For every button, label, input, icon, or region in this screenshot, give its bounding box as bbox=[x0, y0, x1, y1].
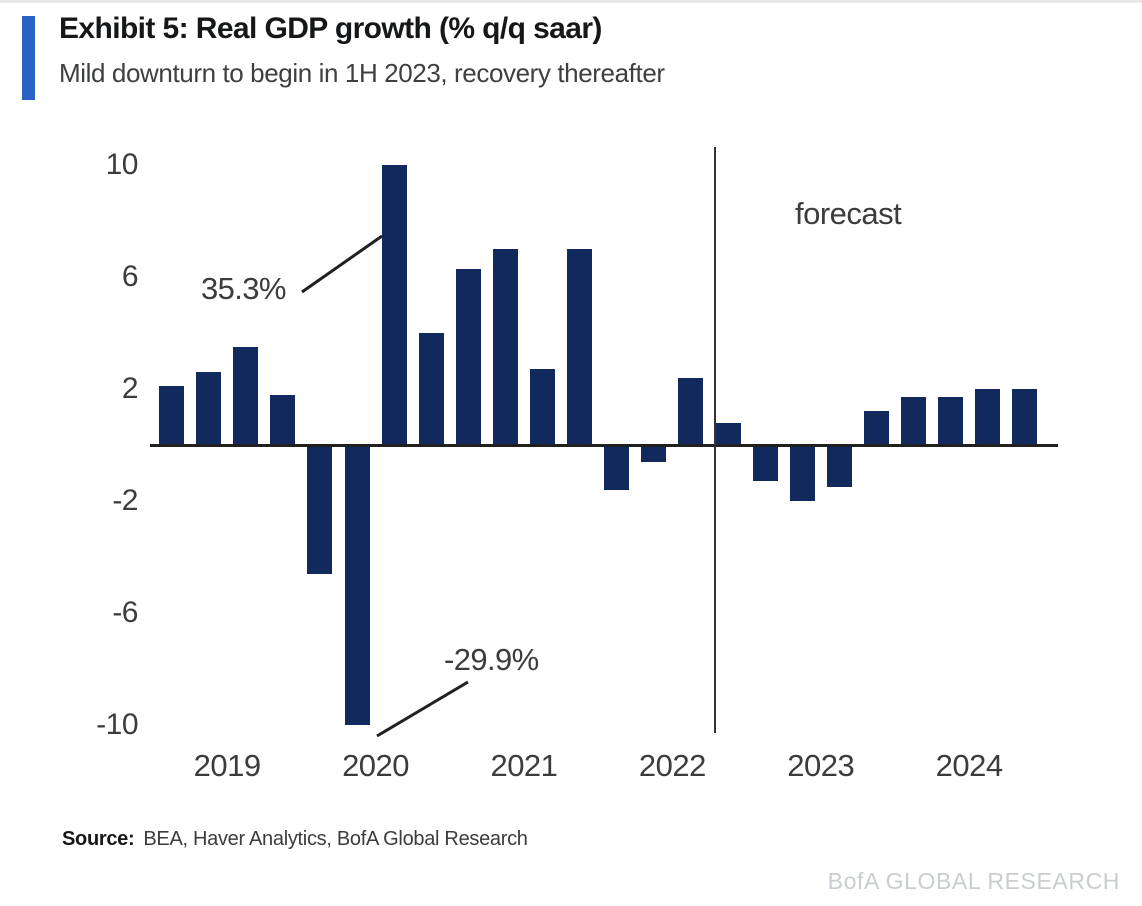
bar bbox=[752, 445, 778, 482]
x-tick-label: 2024 bbox=[935, 748, 1003, 783]
annotation-peak-leader bbox=[301, 234, 383, 294]
y-tick-label: -6 bbox=[112, 596, 138, 629]
exhibit-header: Exhibit 5: Real GDP growth (% q/q saar) … bbox=[22, 12, 1122, 106]
bar bbox=[901, 397, 926, 445]
accent-bar bbox=[22, 16, 35, 100]
bar bbox=[270, 394, 296, 445]
source-line: Source: BEA, Haver Analytics, BofA Global… bbox=[62, 828, 528, 851]
x-tick-label: 2019 bbox=[193, 748, 261, 783]
bar bbox=[418, 333, 444, 445]
bar bbox=[975, 389, 1001, 445]
brand-watermark: BofA GLOBAL RESEARCH bbox=[827, 868, 1120, 894]
bar bbox=[1012, 389, 1038, 445]
forecast-divider-line bbox=[714, 147, 716, 733]
page-subtitle: Mild downturn to begin in 1H 2023, recov… bbox=[59, 58, 665, 88]
forecast-label: forecast bbox=[795, 196, 902, 231]
source-text: BEA, Haver Analytics, BofA Global Resear… bbox=[143, 828, 528, 850]
bar bbox=[826, 445, 852, 487]
bar bbox=[938, 397, 964, 445]
bar bbox=[233, 347, 259, 445]
annotation-peak-value: 35.3% bbox=[201, 271, 287, 306]
bar bbox=[196, 372, 222, 445]
bar bbox=[455, 268, 481, 445]
source-label: Source: bbox=[62, 828, 135, 850]
bar bbox=[492, 249, 518, 445]
bar bbox=[715, 422, 741, 445]
y-tick-label: 2 bbox=[121, 372, 139, 405]
x-tick-label: 2022 bbox=[638, 748, 706, 783]
bar bbox=[604, 445, 630, 490]
bar bbox=[863, 411, 889, 445]
y-tick-label: -2 bbox=[112, 484, 138, 517]
annotation-trough-value: -29.9% bbox=[444, 642, 539, 677]
bar bbox=[530, 369, 555, 445]
bar bbox=[789, 445, 815, 501]
bar bbox=[567, 249, 593, 445]
x-tick-label: 2020 bbox=[342, 748, 410, 783]
y-tick-label: 6 bbox=[121, 260, 139, 293]
bar bbox=[159, 386, 184, 445]
bar bbox=[641, 445, 667, 462]
x-tick-label: 2023 bbox=[787, 748, 855, 783]
top-rule bbox=[0, 0, 1142, 3]
y-tick-label: -10 bbox=[96, 708, 138, 741]
y-tick-label: 10 bbox=[105, 148, 139, 181]
bar bbox=[678, 377, 704, 445]
zero-axis-line bbox=[150, 444, 1058, 447]
bar bbox=[381, 165, 407, 445]
bar bbox=[344, 445, 370, 725]
page-title: Exhibit 5: Real GDP growth (% q/q saar) bbox=[59, 12, 602, 45]
x-tick-label: 2021 bbox=[490, 748, 558, 783]
bar bbox=[307, 445, 333, 574]
annotation-trough-leader bbox=[376, 680, 469, 738]
